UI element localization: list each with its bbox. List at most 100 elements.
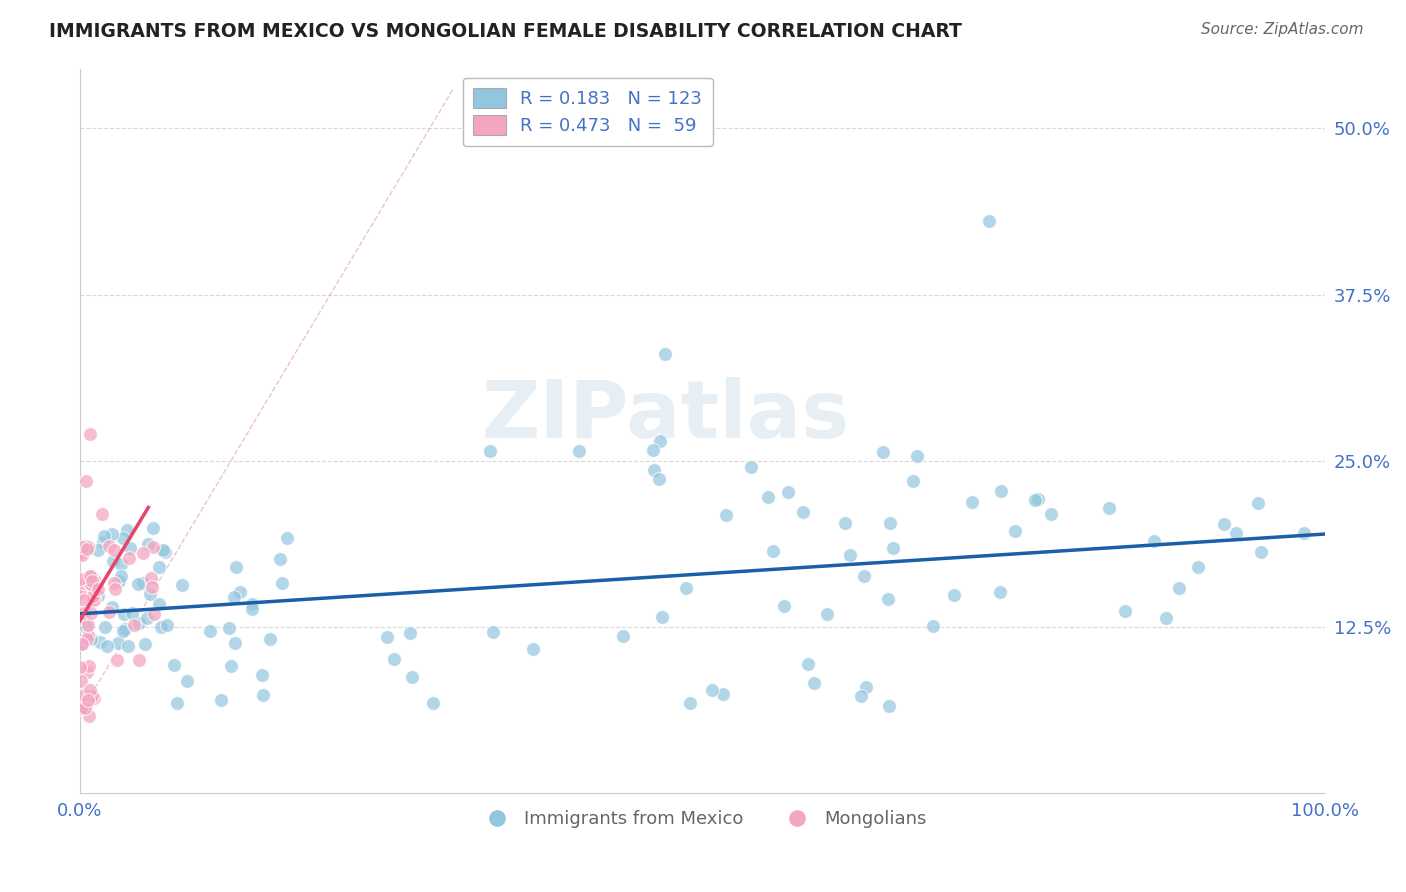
Point (839, 548, 862, 562)
Point (82, 588, 104, 602)
Point (83, 592, 105, 607)
Point (135, 611, 157, 625)
Point (70, 545, 93, 559)
Point (224, 590, 246, 604)
Point (678, 696, 700, 710)
Point (111, 624, 134, 638)
Point (650, 434, 672, 449)
Point (108, 574, 131, 589)
Point (69, 545, 91, 559)
Point (200, 624, 222, 639)
Point (128, 616, 150, 631)
Point (240, 602, 263, 616)
Point (1167, 581, 1189, 595)
Point (77, 709, 100, 723)
Point (118, 541, 141, 555)
Point (713, 687, 735, 701)
Point (70, 636, 93, 650)
Point (422, 696, 444, 710)
Point (716, 508, 738, 523)
Point (98, 605, 121, 619)
Point (877, 591, 900, 606)
Point (73, 575, 96, 590)
Point (76, 632, 98, 647)
Point (76, 618, 98, 632)
Point (170, 577, 193, 591)
Point (905, 449, 928, 463)
Point (76, 665, 98, 680)
Point (218, 621, 240, 635)
Point (382, 652, 405, 666)
Point (100, 527, 122, 541)
Point (148, 560, 170, 574)
Point (879, 516, 901, 531)
Point (1212, 517, 1234, 532)
Point (270, 576, 292, 591)
Point (132, 576, 155, 591)
Point (104, 582, 127, 596)
Point (148, 597, 170, 611)
Point (77, 540, 100, 554)
Text: IMMIGRANTS FROM MEXICO VS MONGOLIAN FEMALE DISABILITY CORRELATION CHART: IMMIGRANTS FROM MEXICO VS MONGOLIAN FEMA… (49, 22, 962, 41)
Point (849, 689, 872, 703)
Point (990, 484, 1012, 499)
Point (103, 543, 125, 558)
Point (76, 541, 98, 556)
Point (75, 539, 97, 553)
Point (107, 636, 129, 650)
Point (136, 537, 159, 551)
Point (152, 543, 174, 558)
Point (101, 554, 124, 568)
Point (80, 569, 103, 583)
Point (176, 673, 198, 688)
Point (114, 622, 136, 636)
Point (76, 694, 98, 708)
Point (163, 657, 186, 672)
Point (772, 599, 794, 614)
Point (612, 629, 634, 643)
Point (1114, 603, 1136, 617)
Point (259, 632, 281, 646)
Point (96, 639, 118, 653)
Point (398, 625, 420, 640)
Legend: Immigrants from Mexico, Mongolians: Immigrants from Mexico, Mongolians (471, 803, 934, 835)
Point (882, 541, 904, 555)
Point (240, 597, 263, 611)
Point (1247, 496, 1270, 510)
Point (1292, 526, 1315, 541)
Point (482, 625, 505, 640)
Point (209, 692, 232, 706)
Point (1004, 524, 1026, 538)
Point (93, 529, 115, 543)
Point (118, 550, 141, 565)
Point (73, 688, 96, 702)
Point (643, 463, 665, 477)
Point (80, 606, 103, 620)
Point (69, 610, 91, 624)
Point (803, 676, 825, 690)
Point (877, 699, 900, 714)
Point (94, 620, 117, 634)
Point (87, 582, 110, 596)
Point (654, 347, 676, 361)
Point (115, 524, 138, 538)
Point (80, 576, 103, 591)
Point (1143, 534, 1166, 549)
Point (139, 587, 162, 601)
Point (82, 589, 104, 603)
Point (110, 557, 132, 571)
Point (224, 636, 246, 650)
Point (89, 634, 111, 648)
Point (219, 659, 242, 673)
Point (83, 690, 105, 705)
Point (1024, 493, 1046, 508)
Point (110, 569, 132, 583)
Point (250, 667, 273, 681)
Point (943, 588, 966, 602)
Point (75, 701, 97, 715)
Point (675, 581, 697, 595)
Point (855, 681, 877, 695)
Point (568, 443, 591, 458)
Point (143, 607, 166, 622)
Point (128, 653, 150, 667)
